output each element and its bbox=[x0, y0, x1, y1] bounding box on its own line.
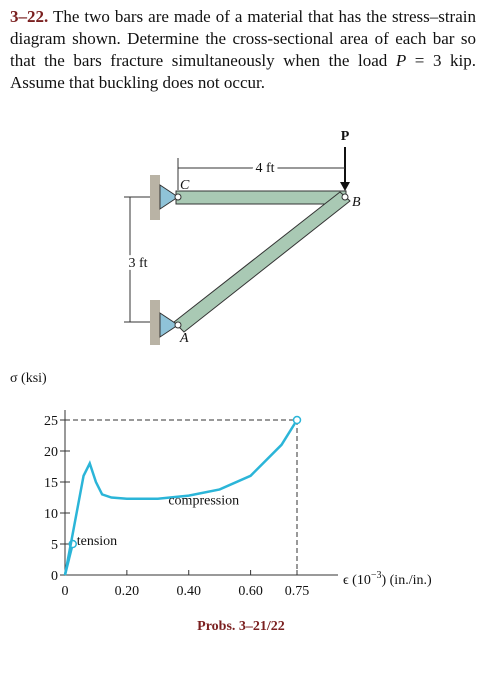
load-label: P bbox=[341, 129, 350, 144]
x-axis-label: ϵ (10−3) (in./in.) bbox=[343, 570, 432, 588]
x-tick-label: 0.40 bbox=[176, 584, 201, 599]
problem-body: The two bars are made of a material that… bbox=[10, 7, 476, 70]
y-tick-label: 20 bbox=[44, 445, 58, 460]
series-line bbox=[63, 419, 299, 576]
bar-cb bbox=[175, 190, 347, 205]
problem-body: = 3 kip. Assume that buckling does not o… bbox=[10, 51, 477, 92]
y-axis-label: σ (ksi) bbox=[10, 371, 47, 386]
x-tick-label: 0 bbox=[62, 584, 69, 599]
y-tick-label: 10 bbox=[44, 507, 58, 522]
variable: P bbox=[395, 51, 407, 70]
y-tick-label: 0 bbox=[51, 569, 58, 584]
support bbox=[159, 312, 179, 338]
caption: Probs. 3–21/22 bbox=[197, 619, 285, 634]
series-label: compression bbox=[168, 494, 239, 509]
end-point bbox=[292, 415, 302, 425]
problem-number: 3–22. bbox=[10, 7, 49, 26]
dimension-label: 4 ft bbox=[255, 161, 274, 176]
series-label: tension bbox=[77, 534, 117, 549]
load-arrow-head bbox=[340, 182, 350, 191]
x-tick-label: 0.20 bbox=[115, 584, 140, 599]
x-tick-label: 0.75 bbox=[285, 584, 310, 599]
y-tick-label: 15 bbox=[44, 476, 58, 491]
joint-label: C bbox=[180, 178, 190, 193]
y-tick-label: 5 bbox=[51, 538, 58, 553]
pin bbox=[174, 321, 182, 329]
pin bbox=[341, 193, 349, 201]
wall bbox=[150, 175, 160, 220]
problem-text: 3–22. The two bars are made of a materia… bbox=[10, 6, 476, 94]
pin bbox=[174, 193, 182, 201]
bar-ab bbox=[173, 191, 351, 333]
y-tick-label: 25 bbox=[44, 414, 58, 429]
wall bbox=[150, 300, 160, 345]
support bbox=[159, 184, 179, 210]
dimension-label: 3 ft bbox=[128, 256, 147, 271]
structure: P C B A 4 ft 3 ft bbox=[124, 129, 361, 346]
joint-label: A bbox=[179, 331, 189, 346]
joint-label: B bbox=[352, 195, 361, 210]
x-tick-label: 0.60 bbox=[238, 584, 263, 599]
